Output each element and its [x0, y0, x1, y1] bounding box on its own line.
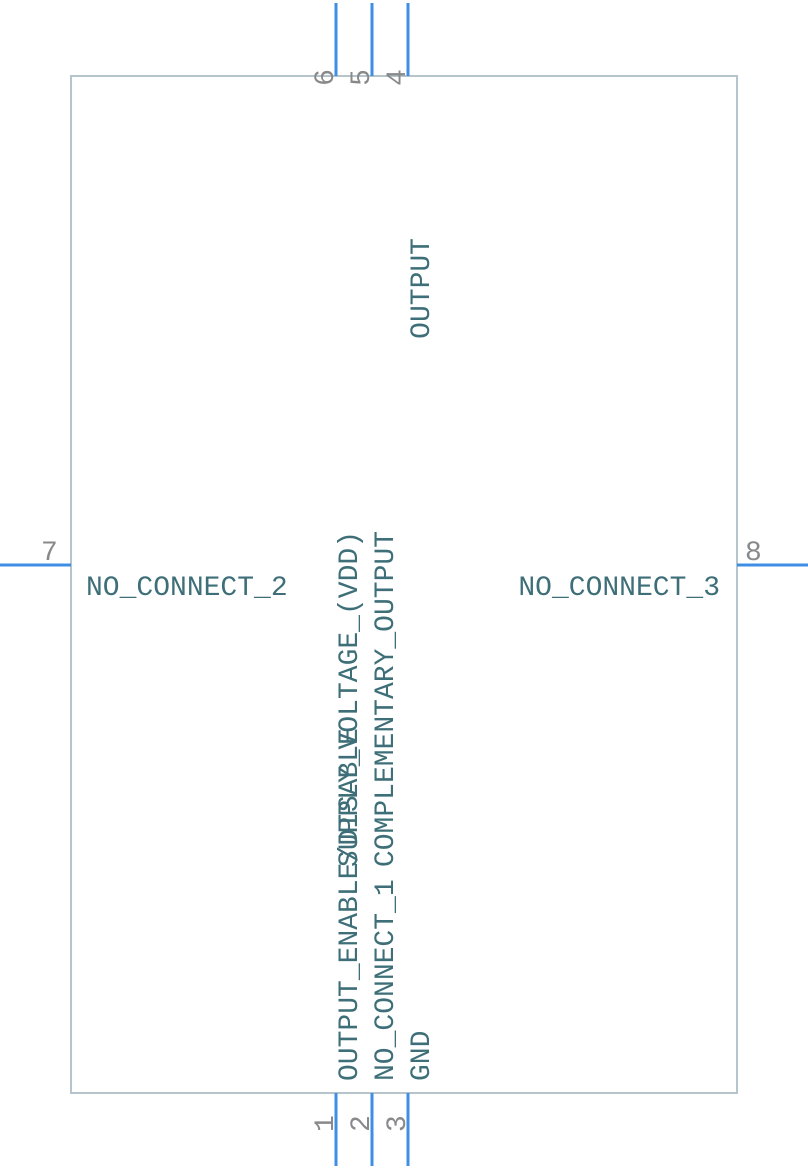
pin-label-3: GND: [407, 1031, 438, 1081]
pin-number-3: 3: [383, 1115, 414, 1132]
pin-number-8: 8: [745, 538, 762, 569]
pin-number-7: 7: [41, 538, 58, 569]
pin-label-8: NO_CONNECT_3: [518, 573, 720, 604]
pin-number-5: 5: [347, 69, 378, 86]
pin-number-6: 6: [311, 69, 342, 86]
pin-label-1: OUTPUT_ENABLE/DISABLE: [335, 728, 366, 1081]
schematic-symbol: 6SUPPLY_VOLTAGE_(VDD)5COMPLEMENTARY_OUTP…: [0, 0, 808, 1168]
pin-label-5: COMPLEMENTARY_OUTPUT: [371, 531, 402, 867]
pin-number-2: 2: [347, 1115, 378, 1132]
pin-number-4: 4: [383, 69, 414, 86]
pin-label-2: NO_CONNECT_1: [371, 879, 402, 1081]
pin-label-7: NO_CONNECT_2: [86, 573, 288, 604]
pin-number-1: 1: [311, 1115, 342, 1132]
pin-label-4: OUTPUT: [407, 238, 438, 339]
